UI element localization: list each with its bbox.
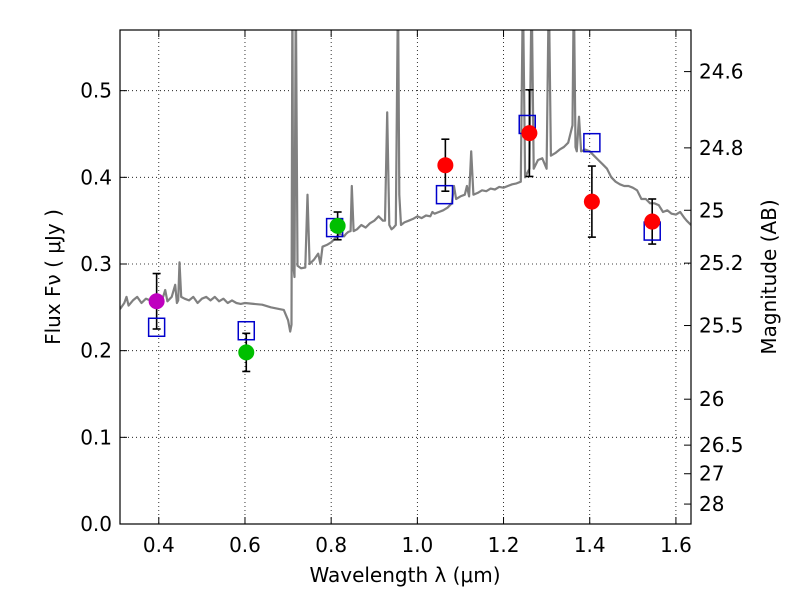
y-tick-labels: 0.0 0.1 0.2 0.3 0.4 0.5 <box>80 79 112 536</box>
x-tick-label: 1.6 <box>660 533 692 557</box>
observed-point <box>521 125 538 142</box>
x-tick-label: 0.4 <box>143 533 175 557</box>
y-tick-label: 0.0 <box>80 512 112 536</box>
y-tick-label: 0.4 <box>80 165 112 189</box>
tick-layer <box>120 30 691 525</box>
model-spectrum-layer <box>120 30 691 333</box>
right-tick-label: 25.2 <box>699 251 744 275</box>
right-tick-label: 27 <box>699 462 724 486</box>
x-axis-label: Wavelength λ (μm) <box>309 563 500 587</box>
right-tick-label: 25 <box>699 198 724 222</box>
x-tick-labels: 0.4 0.6 0.8 1.0 1.2 1.4 1.6 <box>143 533 692 557</box>
y-tick-label: 0.2 <box>80 339 112 363</box>
observed-point <box>583 193 600 210</box>
y-tick-label: 0.5 <box>80 79 112 103</box>
right-tick-label: 25.5 <box>699 314 744 338</box>
x-tick-label: 1.2 <box>488 533 520 557</box>
model-box-layer <box>147 114 661 341</box>
spectrum-line <box>120 30 691 333</box>
right-tick-label: 26 <box>699 387 724 411</box>
model-photometry-box <box>583 132 601 153</box>
x-tick-label: 1.0 <box>401 533 433 557</box>
right-tick-labels: 24.6 24.8 25 25.2 25.5 26 26.5 27 28 <box>699 60 744 516</box>
right-tick-label: 26.5 <box>699 433 744 457</box>
right-tick-label: 24.6 <box>699 60 744 84</box>
y-axis-label: Flux Fν ( μJy ) <box>41 209 65 345</box>
model-photometry-box <box>237 320 256 341</box>
observed-point <box>329 217 346 234</box>
x-tick-label: 1.4 <box>574 533 606 557</box>
grid <box>120 30 691 525</box>
right-axis-label: Magnitude (AB) <box>757 199 781 354</box>
model-photometry-box <box>147 317 166 338</box>
observed-point-layer <box>148 125 661 361</box>
y-tick-label: 0.1 <box>80 425 112 449</box>
y-tick-label: 0.3 <box>80 252 112 276</box>
observed-point <box>238 344 255 361</box>
observed-point <box>644 213 661 230</box>
observed-point <box>437 157 454 174</box>
x-tick-label: 0.6 <box>229 533 261 557</box>
right-tick-label: 24.8 <box>699 136 744 160</box>
right-tick-label: 28 <box>699 492 724 516</box>
x-tick-label: 0.8 <box>315 533 347 557</box>
model-photometry-box <box>435 184 454 205</box>
plot-frame <box>119 29 692 525</box>
observed-point <box>148 293 165 310</box>
